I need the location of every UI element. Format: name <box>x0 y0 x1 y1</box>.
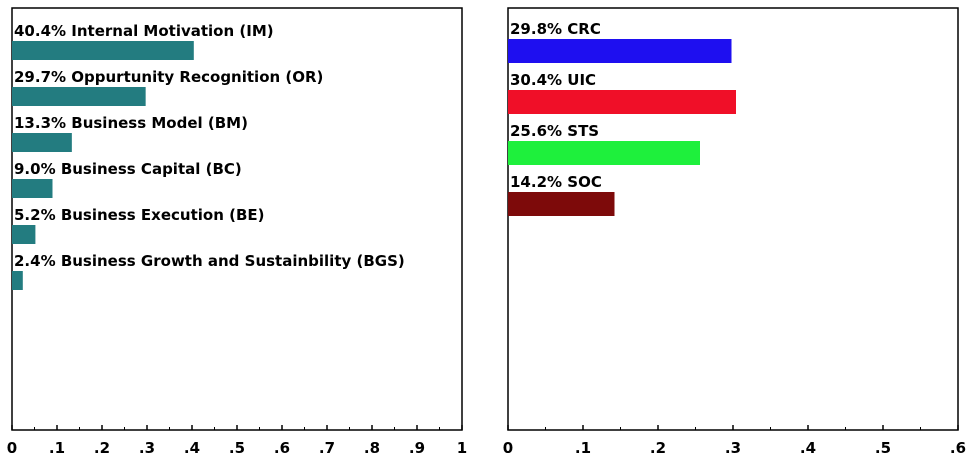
chart-1-x-tick-label: .7 <box>319 439 335 457</box>
chart-1-x-tick-label: .2 <box>94 439 110 457</box>
chart-2-bar <box>508 90 736 114</box>
chart-1-bar <box>12 133 72 152</box>
chart-2-x-tick-label: .6 <box>950 439 966 457</box>
chart-2-bar-label: 29.8% CRC <box>510 20 601 38</box>
chart-2-bar-label: 14.2% SOC <box>510 173 602 191</box>
chart-2-bar <box>508 192 615 216</box>
chart-2-x-tick-label: 0 <box>503 439 513 457</box>
chart-1-x-tick-label: .3 <box>139 439 155 457</box>
chart-2-bar-label: 25.6% STS <box>510 122 599 140</box>
chart-1-bar <box>12 41 194 60</box>
chart-1-x-tick-label: .4 <box>184 439 200 457</box>
chart-2-bar <box>508 39 732 63</box>
chart-1-bar <box>12 271 23 290</box>
chart-1-bar <box>12 225 36 244</box>
chart-1-x-tick-label: .1 <box>49 439 65 457</box>
chart-2-bar-label: 30.4% UIC <box>510 71 596 89</box>
chart-2-x-tick-label: .1 <box>575 439 591 457</box>
chart-1-x-tick-label: .6 <box>274 439 290 457</box>
chart-1-bar <box>12 179 53 198</box>
chart-2-x-tick-label: .2 <box>650 439 666 457</box>
chart-1-bar-label: 40.4% Internal Motivation (IM) <box>14 22 274 40</box>
chart-1-x-tick-label: .8 <box>364 439 380 457</box>
chart-2-bar <box>508 141 700 165</box>
chart-1-x-tick-label: 1 <box>457 439 467 457</box>
chart-1-bar-label: 5.2% Business Execution (BE) <box>14 206 265 224</box>
chart-1-bar-label: 29.7% Oppurtunity Recognition (OR) <box>14 68 323 86</box>
chart-1-x-tick-label: .9 <box>409 439 425 457</box>
chart-1-x-tick-label: 0 <box>7 439 17 457</box>
chart-2-frame <box>507 7 959 431</box>
chart-1-bar-label: 13.3% Business Model (BM) <box>14 114 248 132</box>
chart-1-x-tick-label: .5 <box>229 439 245 457</box>
chart-1-bar-label: 9.0% Business Capital (BC) <box>14 160 242 178</box>
chart-2-x-tick-label: .5 <box>875 439 891 457</box>
chart-1-bar-label: 2.4% Business Growth and Sustainbility (… <box>14 252 405 270</box>
chart-1-frame <box>11 7 463 431</box>
chart-2-x-tick-label: .3 <box>725 439 741 457</box>
chart-2-x-tick-label: .4 <box>800 439 816 457</box>
chart-1-bar <box>12 87 146 106</box>
